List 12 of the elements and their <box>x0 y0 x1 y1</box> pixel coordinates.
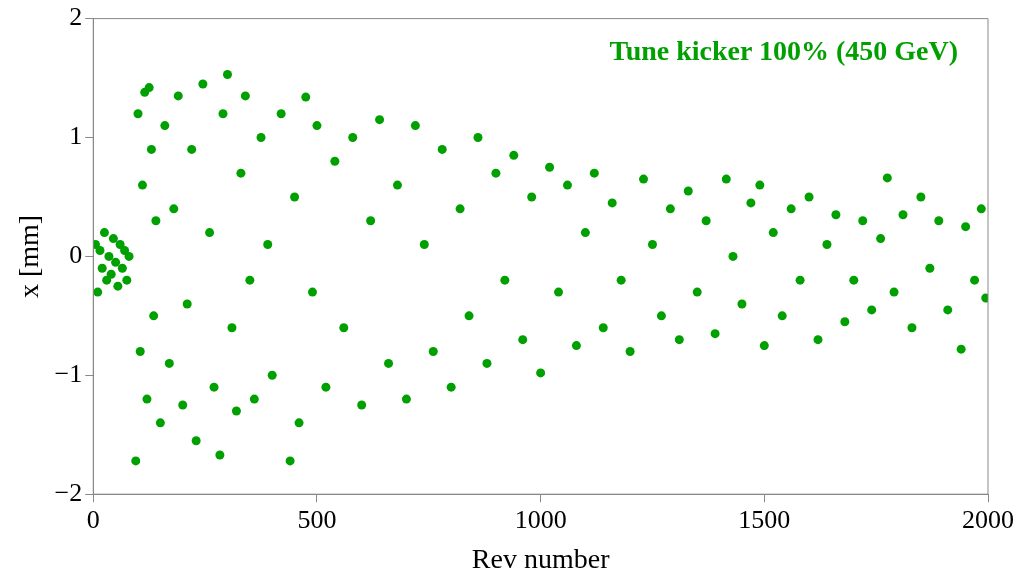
x-tick-label: 1000 <box>514 504 567 534</box>
x-axis-title: Rev number <box>471 542 611 574</box>
x-tick-label: 500 <box>297 504 337 534</box>
y-tick-label: −1 <box>54 359 83 389</box>
y-tick-label: 1 <box>69 121 83 151</box>
y-tick-label: 0 <box>69 240 83 270</box>
annotation: Tune kicker 100% (450 GeV) <box>609 34 958 66</box>
x-tick-label: 1500 <box>738 504 791 534</box>
x-tick-label: 2000 <box>962 504 1014 534</box>
y-tick-label: 2 <box>69 2 83 32</box>
y-tick-label: −2 <box>54 478 83 508</box>
y-axis-title: x [mm] <box>13 214 45 299</box>
